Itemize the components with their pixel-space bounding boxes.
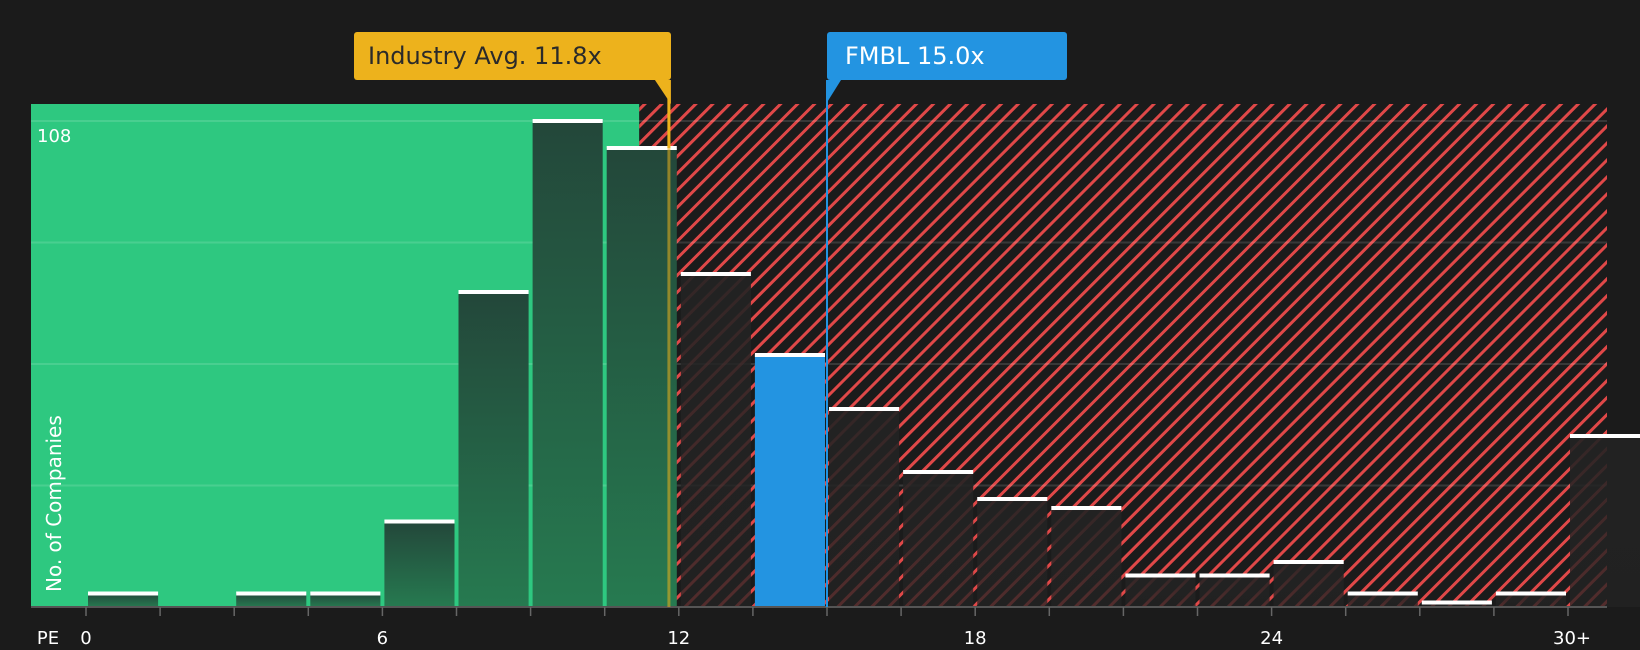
bar-top-marker [1273, 560, 1344, 564]
histogram-bar [1051, 508, 1122, 607]
bar-top-marker [458, 290, 529, 294]
x-tick-label: 12 [667, 628, 691, 649]
bar-top-marker [829, 407, 900, 411]
x-tick-label: 30+ [1553, 628, 1591, 649]
bar-top-marker [1570, 434, 1640, 438]
bar-top-marker [606, 146, 677, 150]
company-pe-label: FMBL 15.0x [845, 42, 985, 70]
bar-top-marker [1347, 591, 1418, 596]
bar-top-marker [1199, 573, 1270, 578]
x-tick-label: 18 [963, 628, 987, 649]
industry-average-callout: Industry Avg. 11.8x [354, 32, 671, 80]
bar-top-marker [1495, 591, 1566, 596]
bar-top-marker [532, 119, 603, 123]
histogram-bar [1347, 593, 1418, 607]
histogram-bar [1273, 562, 1344, 607]
x-tick-label: 0 [80, 628, 92, 649]
histogram-bar [903, 472, 974, 607]
histogram-bar [236, 593, 307, 607]
histogram-bar [384, 521, 455, 607]
industry-average-label: Industry Avg. 11.8x [368, 42, 602, 70]
histogram-bar [606, 148, 677, 607]
histogram-bar [1125, 575, 1196, 607]
bar-top-marker [236, 591, 307, 596]
histogram-bar [88, 593, 159, 607]
histogram-bar [1421, 602, 1492, 607]
bar-top-marker [310, 591, 381, 596]
company-pointer [826, 80, 841, 104]
bar-top-marker [88, 591, 159, 596]
histogram-bar [754, 355, 825, 607]
histogram-bar [1199, 575, 1270, 607]
histogram-bar [680, 274, 751, 607]
industry-pointer [654, 80, 671, 104]
histogram-bar [1495, 593, 1566, 607]
x-axis-title: PE [36, 628, 60, 649]
y-max-label: 108 [37, 126, 72, 147]
bar-top-marker [384, 519, 455, 524]
histogram-bar [532, 121, 603, 607]
bar-top-marker [977, 497, 1048, 501]
y-axis-title: No. of Companies [42, 415, 66, 592]
histogram-bar [458, 292, 529, 607]
bar-top-marker [680, 272, 751, 276]
histogram-bar [1570, 436, 1640, 607]
x-tick-label: 6 [376, 628, 389, 649]
histogram-bar [829, 409, 900, 607]
histogram-bar [310, 593, 381, 607]
company-pe-callout: FMBL 15.0x [827, 32, 1067, 80]
bar-top-marker [1125, 573, 1196, 578]
bar-top-marker [1421, 600, 1492, 605]
bar-top-marker [1051, 506, 1122, 510]
bar-top-marker [754, 353, 825, 357]
bar-top-marker [903, 470, 974, 474]
x-tick-label: 24 [1260, 628, 1284, 649]
histogram-bar [977, 499, 1048, 607]
